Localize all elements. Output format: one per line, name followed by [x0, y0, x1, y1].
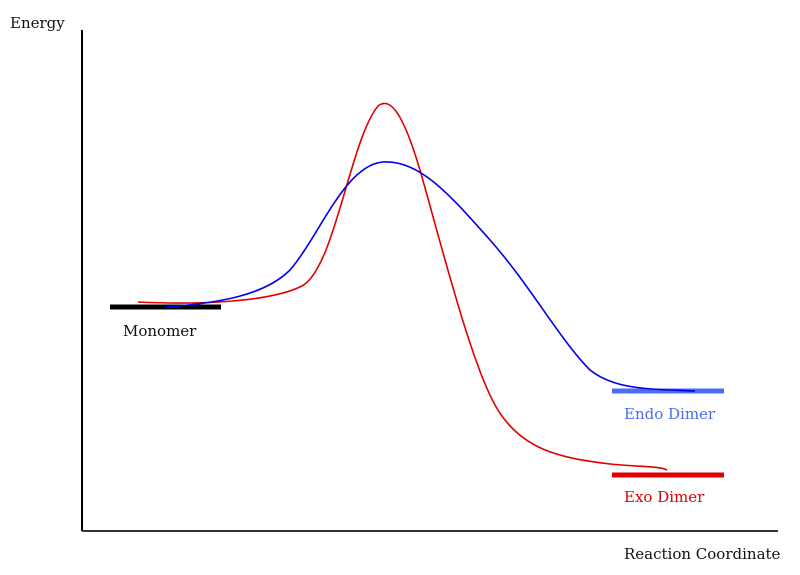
exo-dimer-label: Exo Dimer [624, 488, 705, 506]
endo-dimer-label: Endo Dimer [624, 405, 716, 423]
exo-curve [137, 102, 668, 471]
y-axis-label: Energy [10, 14, 65, 32]
x-axis-label: Reaction Coordinate [624, 545, 781, 563]
monomer-label: Monomer [123, 322, 197, 340]
endo-curve [165, 161, 696, 392]
